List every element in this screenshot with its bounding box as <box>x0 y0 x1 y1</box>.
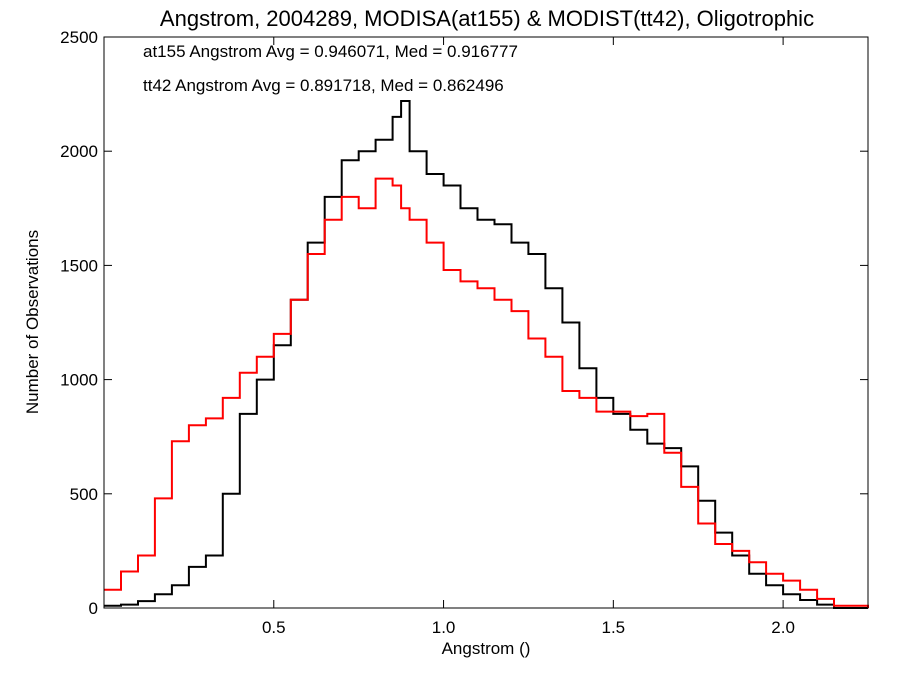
x-axis-label: Angstrom () <box>442 639 531 658</box>
series-line-tt42 <box>104 177 869 608</box>
plot-frame <box>103 36 869 609</box>
y-axis-label: Number of Observations <box>23 230 42 414</box>
x-tick-label: 0.5 <box>262 618 286 637</box>
series-line-at155 <box>104 100 868 609</box>
x-axis-ticks: 0.5 1.0 1.5 2.0 <box>262 37 795 637</box>
y-tick-label: 2500 <box>60 28 98 47</box>
y-tick-label: 1000 <box>60 371 98 390</box>
x-tick-label: 1.5 <box>602 618 626 637</box>
at155-stats-annotation: at155 Angstrom Avg = 0.946071, Med = 0.9… <box>143 42 518 61</box>
y-tick-label: 0 <box>89 599 98 618</box>
y-tick-label: 1500 <box>60 256 98 275</box>
series-layer <box>104 100 869 609</box>
y-tick-label: 500 <box>70 485 98 504</box>
chart-title: Angstrom, 2004289, MODISA(at155) & MODIS… <box>160 6 814 31</box>
y-tick-label: 2000 <box>60 142 98 161</box>
tt42-stats-annotation: tt42 Angstrom Avg = 0.891718, Med = 0.86… <box>143 76 504 95</box>
y-axis-ticks: 0 500 1000 1500 2000 2500 <box>60 28 868 618</box>
x-tick-label: 1.0 <box>432 618 456 637</box>
x-tick-label: 2.0 <box>771 618 795 637</box>
